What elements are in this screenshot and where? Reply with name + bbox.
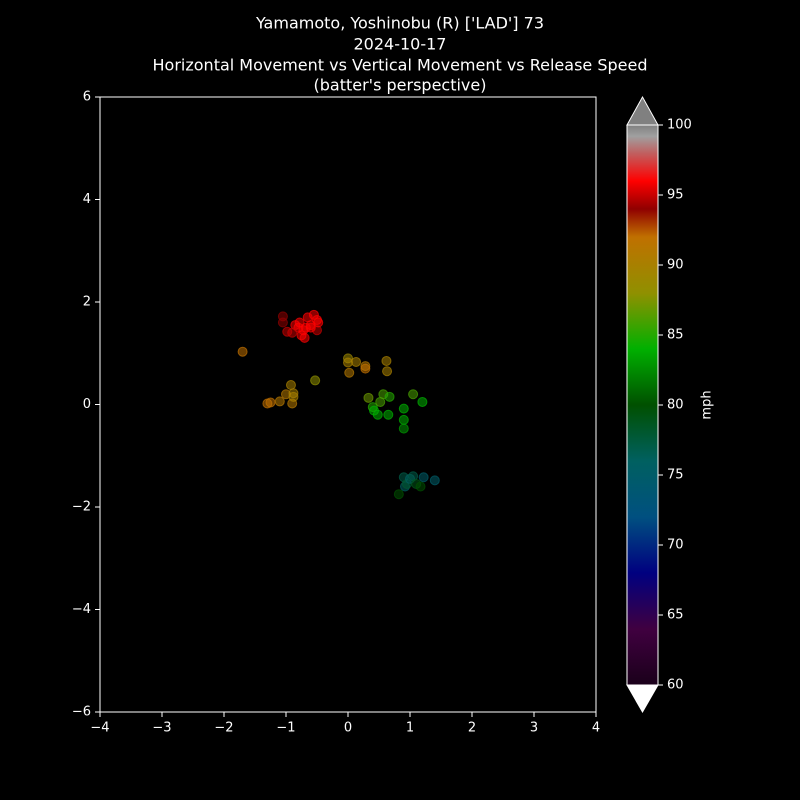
y-tick-label: 2 [83, 295, 91, 310]
point [360, 363, 371, 374]
y-tick-label: 0 [83, 397, 91, 412]
point [274, 396, 285, 407]
colorbar-tick-label: 90 [667, 258, 684, 273]
point [398, 414, 409, 425]
point [363, 392, 374, 403]
point [415, 481, 426, 492]
plot-area [99, 96, 597, 713]
colorbar-tick-label: 75 [667, 468, 684, 483]
y-tick-label: −2 [72, 500, 91, 515]
point [300, 322, 311, 333]
point [277, 317, 288, 328]
point [265, 397, 276, 408]
point [384, 391, 395, 402]
colorbar-tick-label: 95 [667, 188, 684, 203]
point [372, 409, 383, 420]
chart-title: Yamamoto, Yoshinobu (R) ['LAD'] 73 [255, 14, 544, 33]
point [383, 409, 394, 420]
point [429, 475, 440, 486]
y-tick-label: −4 [72, 602, 91, 617]
y-tick-label: −6 [72, 705, 91, 720]
colorbar-tick-label: 70 [667, 538, 684, 553]
point [381, 355, 392, 366]
x-tick-label: −3 [152, 721, 171, 736]
point [408, 389, 419, 400]
point [398, 403, 409, 414]
x-tick-label: 0 [344, 721, 352, 736]
colorbar-tick-label: 60 [667, 678, 684, 693]
colorbar-tick-label: 85 [667, 328, 684, 343]
colorbar-tick-label: 80 [667, 398, 684, 413]
point [417, 396, 428, 407]
point [418, 472, 429, 483]
point [351, 356, 362, 367]
chart-subtitle: 2024-10-17 [354, 35, 447, 54]
point [393, 489, 404, 500]
point [344, 367, 355, 378]
colorbar-label: mph [700, 390, 715, 419]
y-tick-label: 6 [83, 90, 91, 105]
point [398, 423, 409, 434]
point [288, 391, 299, 402]
point [237, 346, 248, 357]
y-tick-label: 4 [83, 192, 91, 207]
x-tick-label: 2 [468, 721, 476, 736]
x-tick-label: −2 [214, 721, 233, 736]
chart-subtitle: Horizontal Movement vs Vertical Movement… [153, 56, 648, 75]
x-tick-label: 4 [592, 721, 600, 736]
x-tick-label: −1 [276, 721, 295, 736]
point [382, 366, 393, 377]
point [310, 375, 321, 386]
point [287, 327, 298, 338]
x-tick-label: −4 [90, 721, 109, 736]
colorbar-tick-label: 100 [667, 118, 692, 133]
x-tick-label: 3 [530, 721, 538, 736]
point [313, 317, 324, 328]
x-tick-label: 1 [406, 721, 414, 736]
point [285, 380, 296, 391]
colorbar-tick-label: 65 [667, 608, 684, 623]
chart-subtitle: (batter's perspective) [314, 76, 487, 95]
colorbar [626, 124, 659, 686]
